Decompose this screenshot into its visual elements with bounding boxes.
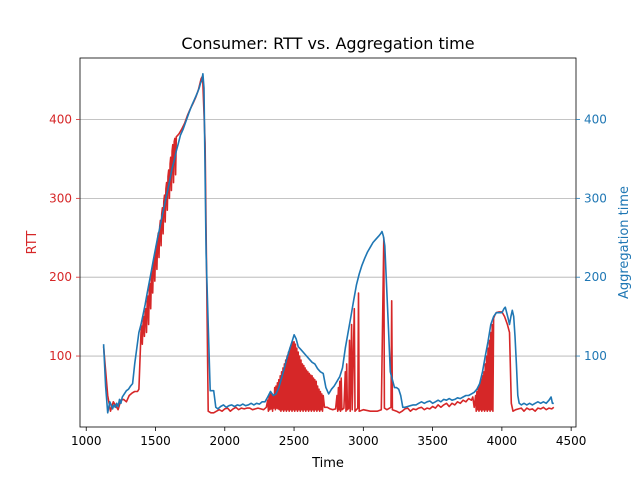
rtt-line <box>102 75 555 414</box>
aggregation-time-line <box>102 73 554 414</box>
chart-title: Consumer: RTT vs. Aggregation time <box>181 34 474 53</box>
x-tick-label: 4000 <box>487 434 518 448</box>
y-left-tick-label: 300 <box>49 191 72 205</box>
y-right-tick-label: 300 <box>584 191 607 205</box>
axis-ticks: 1000 1500 2000 2500 3000 3500 4000 4500 100 200 30… <box>49 113 607 449</box>
y-right-tick-label: 400 <box>584 113 607 127</box>
gridlines <box>80 119 576 357</box>
y-axis-label-right: Aggregation time <box>617 186 632 299</box>
y-left-tick-label: 100 <box>49 349 72 363</box>
x-tick-label: 1000 <box>71 434 102 448</box>
x-tick-label: 2500 <box>279 434 310 448</box>
plot-frame <box>79 57 577 428</box>
y-right-tick-label: 100 <box>584 349 607 363</box>
x-axis-label: Time <box>311 456 344 471</box>
y-left-tick-label: 200 <box>49 270 72 284</box>
y-axis-label-left: RTT <box>25 231 40 255</box>
x-tick-label: 3500 <box>417 434 448 448</box>
y-left-tick-label: 400 <box>49 113 72 127</box>
x-tick-label: 2000 <box>210 434 241 448</box>
x-tick-label: 1500 <box>140 434 171 448</box>
y-right-tick-label: 200 <box>584 270 607 284</box>
x-tick-label: 3000 <box>348 434 379 448</box>
aggregation-time-series <box>102 73 554 414</box>
rtt-series <box>102 75 555 414</box>
x-tick-label: 4500 <box>556 434 587 448</box>
